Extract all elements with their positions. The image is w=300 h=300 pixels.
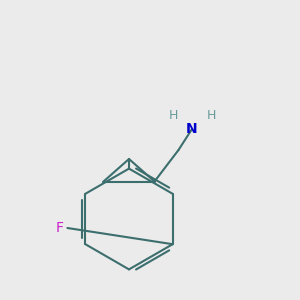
Text: F: F bbox=[56, 221, 63, 235]
Text: N: N bbox=[186, 122, 198, 136]
Text: H: H bbox=[169, 109, 178, 122]
Text: H: H bbox=[207, 109, 216, 122]
